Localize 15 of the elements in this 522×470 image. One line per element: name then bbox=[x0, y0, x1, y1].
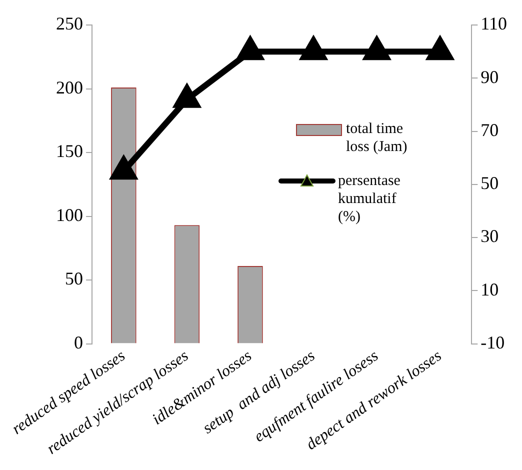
y2-tick-label: 30 bbox=[480, 226, 499, 246]
y-tick-label: 100 bbox=[56, 204, 84, 225]
y2-tick-label: 90 bbox=[480, 66, 499, 87]
y2-tick-label: -10 bbox=[480, 332, 505, 352]
y2-tick-label: 70 bbox=[480, 120, 499, 140]
y-tick-label: 50 bbox=[65, 268, 84, 289]
y-tick-label: 200 bbox=[56, 77, 84, 98]
legend-label: total time loss (Jam) bbox=[346, 120, 408, 156]
legend-label: persentase kumulatif (%) bbox=[338, 172, 402, 226]
y2-tick-label: 110 bbox=[480, 14, 508, 34]
y2-tick-label: 10 bbox=[480, 279, 499, 300]
y2-tick-label: 50 bbox=[480, 173, 499, 194]
y-tick-label: 150 bbox=[56, 141, 84, 162]
y-tick-label: 250 bbox=[56, 14, 84, 34]
y-tick-label: 0 bbox=[74, 332, 84, 352]
